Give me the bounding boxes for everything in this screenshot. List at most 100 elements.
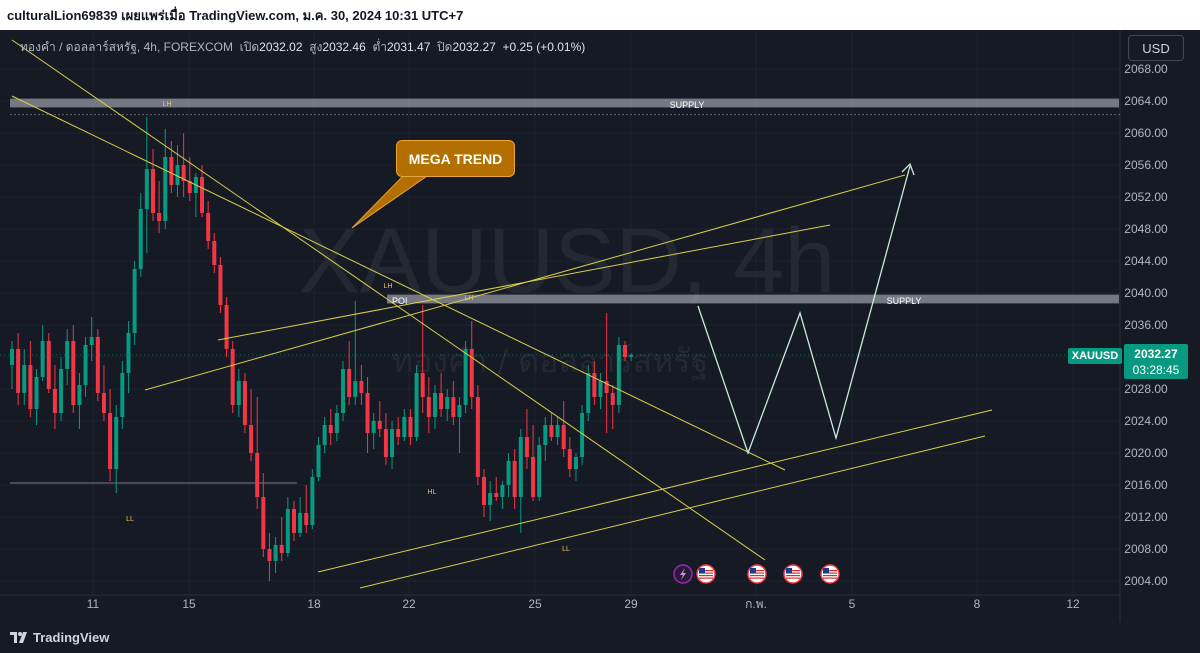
y-tick-label: 2028.00 (1124, 382, 1168, 396)
candle-body (95, 337, 100, 393)
candle-body (150, 169, 155, 213)
candle-body (439, 393, 444, 409)
supply-label-top: SUPPLY (670, 100, 705, 110)
candle-body (175, 165, 180, 185)
candle-body (261, 497, 266, 549)
y-tick-label: 2016.00 (1124, 478, 1168, 492)
us-flag-event-icon (783, 564, 803, 584)
candle-body (488, 493, 493, 505)
flag-stripe (750, 577, 764, 579)
candle-body (157, 213, 162, 221)
x-tick-label: ก.พ. (745, 597, 767, 611)
flag-stripe (699, 572, 713, 574)
chart-area[interactable]: 2068.00 2064.00 2060.00 2056.00 2052.00 2048.… (0, 30, 1200, 622)
flag-stripe (786, 572, 800, 574)
footer: TradingView (0, 622, 1200, 653)
low-label: ต่ำ (372, 40, 387, 54)
candle-body (341, 369, 346, 413)
candle-body (359, 381, 364, 393)
candle-body (285, 509, 290, 553)
flag-stripe (823, 577, 837, 579)
flag-stripe (823, 570, 837, 572)
trend-line (11, 95, 786, 471)
change-value: +0.25 (+0.01%) (502, 40, 586, 54)
candle-body (475, 397, 480, 477)
flag-icon-circle (747, 564, 767, 584)
high-label: สูง (309, 40, 323, 54)
trend-line (11, 39, 766, 561)
swing-label-hl: HL (428, 489, 437, 496)
trend-line (217, 224, 831, 341)
y-tick-label: 2052.00 (1124, 190, 1168, 204)
flag-canton (823, 568, 829, 573)
candle-body (592, 373, 597, 397)
high-value: 2032.46 (322, 40, 366, 54)
y-tick-label: 2020.00 (1124, 446, 1168, 460)
publish-header: culturalLion69839 เผยแพร่เมื่อ TradingVi… (0, 0, 1200, 30)
flag-stripe (786, 570, 800, 572)
candle-body (353, 381, 358, 397)
candle-body (316, 445, 321, 477)
candle-body (390, 429, 395, 457)
candle-body (224, 305, 229, 349)
open-label: เปิด (239, 40, 260, 54)
candle-body (524, 437, 529, 457)
candle-body (242, 381, 247, 425)
x-tick-label: 8 (974, 597, 981, 611)
us-flag-event-icon (820, 564, 840, 584)
candle-body (623, 345, 627, 357)
candle-body (616, 345, 621, 405)
candle-body (347, 369, 352, 397)
lightning-event-icon (673, 564, 693, 584)
publish-title: culturalLion69839 เผยแพร่เมื่อ TradingVi… (7, 7, 464, 23)
y-tick-label: 2048.00 (1124, 222, 1168, 236)
last-price-value: 2032.27 (1134, 347, 1178, 361)
candle-body (383, 429, 388, 457)
y-tick-label: 2056.00 (1124, 158, 1168, 172)
candle-body (402, 417, 407, 437)
candle-body (365, 393, 370, 433)
candle-body (46, 341, 51, 389)
y-tick-label: 2068.00 (1124, 62, 1168, 76)
candle-body (181, 165, 186, 181)
candle-body (279, 545, 284, 553)
currency-button[interactable]: USD (1128, 35, 1184, 61)
tradingview-logo[interactable]: TradingView (10, 630, 109, 645)
close-label: ปิด (437, 40, 453, 54)
candle-body (598, 381, 603, 397)
chart-canvas[interactable]: 2068.00 2064.00 2060.00 2056.00 2052.00 2048.… (0, 30, 1200, 622)
bar-countdown: 03:28:45 (1132, 363, 1180, 377)
tradingview-logo-icon (10, 632, 27, 643)
candle-body (604, 381, 609, 393)
y-tick-label: 2024.00 (1124, 414, 1168, 428)
candle-body (71, 341, 76, 405)
candle-body (291, 509, 296, 533)
candle-body (298, 513, 303, 533)
flag-stripe (823, 572, 837, 574)
candle-body (126, 333, 131, 373)
swing-label-ll: LL (562, 546, 570, 553)
flag-stripe (699, 577, 713, 579)
supply-zone (387, 294, 1119, 304)
candle-body (537, 445, 542, 497)
candle-body (83, 345, 88, 385)
candle-body (77, 385, 82, 405)
x-tick-label: 15 (182, 597, 196, 611)
candle-body (218, 265, 223, 305)
candle-body (304, 513, 309, 525)
flag-stripe (699, 575, 713, 577)
y-tick-label: 2060.00 (1124, 126, 1168, 140)
flag-icon-circle (783, 564, 803, 584)
flag-canton (786, 568, 792, 573)
candle-body (580, 413, 585, 457)
close-value: 2032.27 (452, 40, 496, 54)
candle-body (206, 213, 211, 241)
symbol-name: ทองคำ / ดอลลาร์สหรัฐ, 4h, FOREXCOM (20, 40, 233, 54)
poi-label: POI (392, 296, 408, 306)
flag-stripe (823, 575, 837, 577)
candle-body (518, 437, 523, 497)
candle-body (255, 453, 260, 497)
candle-body (40, 341, 45, 377)
open-value: 2032.02 (259, 40, 303, 54)
candle-body (200, 177, 205, 213)
